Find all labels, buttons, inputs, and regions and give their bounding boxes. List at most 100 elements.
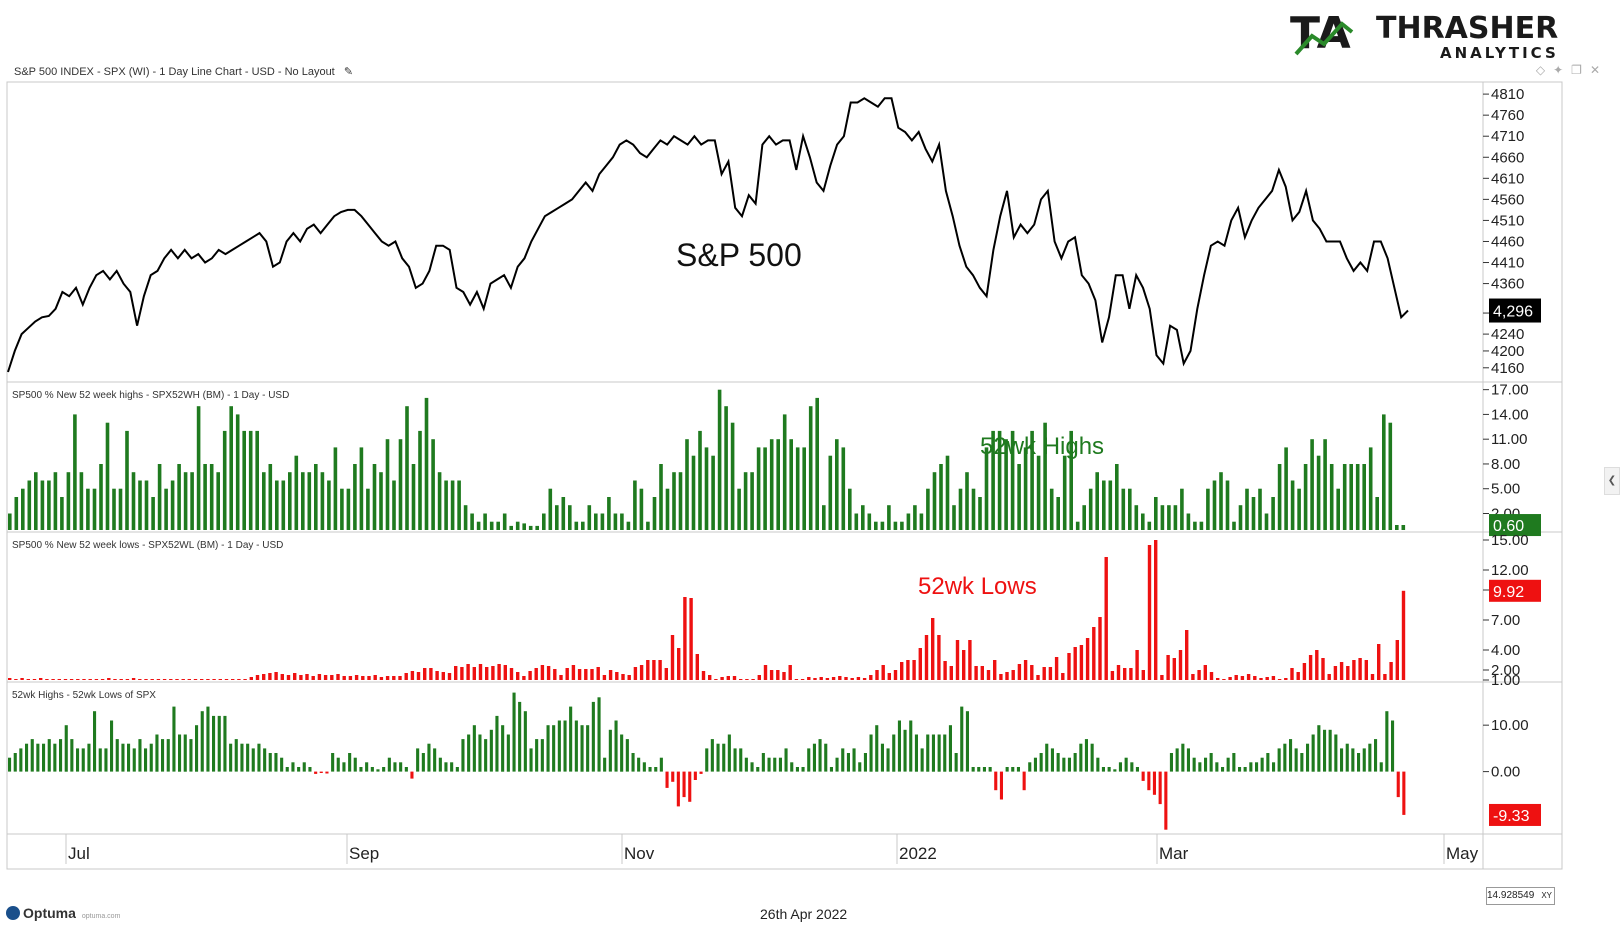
bar <box>1075 521 1080 530</box>
bar <box>1232 521 1236 530</box>
crosshair-value-box[interactable]: 14.928549 XY <box>1486 887 1555 905</box>
bar <box>1033 757 1037 772</box>
bar <box>1011 767 1015 772</box>
bar <box>750 762 754 772</box>
bar <box>323 675 328 680</box>
bar <box>1192 757 1196 772</box>
duplicate-icon[interactable]: ❐ <box>1571 63 1590 77</box>
bar <box>646 521 650 530</box>
bar <box>281 480 286 530</box>
bar <box>1030 665 1034 680</box>
bar <box>553 669 557 680</box>
bar <box>1266 753 1270 772</box>
bar <box>435 671 439 680</box>
logo-brand-sub: ANALYTICS <box>1440 44 1559 62</box>
bar <box>615 672 619 680</box>
bar <box>756 767 760 772</box>
bar <box>1204 757 1208 772</box>
bar <box>745 679 749 680</box>
bar <box>1362 748 1366 772</box>
bar <box>1164 771 1168 830</box>
indicator-tick-label: 7.00 <box>1491 612 1520 629</box>
bar <box>665 488 670 530</box>
month-label: 2022 <box>899 844 937 863</box>
bar <box>125 430 129 530</box>
bar <box>540 739 544 772</box>
bar <box>361 676 365 680</box>
bar <box>255 430 259 530</box>
bar <box>841 748 845 772</box>
bar <box>291 762 295 772</box>
bar <box>288 472 292 530</box>
bar <box>769 670 774 680</box>
diamond-icon[interactable]: ◇ <box>1535 63 1554 77</box>
bar <box>187 679 191 680</box>
bar <box>1225 480 1230 530</box>
last-value-badge <box>1489 514 1541 537</box>
bar <box>1345 743 1349 772</box>
bar <box>410 771 414 779</box>
bar <box>82 679 86 680</box>
bar <box>522 523 526 530</box>
bar <box>801 767 805 772</box>
bar <box>602 675 607 680</box>
bar <box>418 430 422 530</box>
bar <box>1049 488 1054 530</box>
bar <box>424 397 429 530</box>
bar <box>875 725 879 772</box>
bar <box>460 667 464 680</box>
bar <box>881 665 885 680</box>
bar <box>1197 670 1201 680</box>
bar <box>1135 650 1139 680</box>
bar <box>955 640 960 680</box>
last-value-badge <box>1489 579 1541 602</box>
bar <box>1036 675 1040 680</box>
edit-pencil-icon[interactable]: ✎ <box>343 66 354 78</box>
bar <box>577 669 582 680</box>
bar <box>682 771 686 798</box>
bar <box>808 406 813 530</box>
panel-title: 52wk Highs - 52wk Lows of SPX <box>12 690 156 701</box>
bar <box>642 762 646 772</box>
bar <box>40 480 45 530</box>
price-tick-label: 4460 <box>1491 233 1524 250</box>
bar <box>212 715 216 772</box>
indicator-tick-label: 10.00 <box>1491 717 1529 734</box>
bar <box>535 525 539 530</box>
bar <box>620 513 624 530</box>
close-icon[interactable]: ✕ <box>1589 63 1608 77</box>
bar <box>242 430 246 530</box>
bar <box>790 762 794 772</box>
bar <box>1238 767 1242 772</box>
bar <box>1311 734 1315 772</box>
bar <box>587 505 592 530</box>
bar <box>53 743 57 772</box>
bar <box>427 743 431 772</box>
bar <box>385 676 390 680</box>
bar <box>1116 665 1121 680</box>
bar <box>869 734 873 772</box>
bar <box>828 455 833 530</box>
collapse-arrow-icon[interactable]: ❮ <box>1604 467 1620 495</box>
last-value-label: 0.60 <box>1493 518 1524 535</box>
bar <box>594 513 598 530</box>
bar <box>1385 711 1389 772</box>
bar <box>756 447 761 530</box>
pin-icon[interactable]: ✦ <box>1553 63 1572 77</box>
bar <box>763 447 767 530</box>
bar <box>717 389 722 530</box>
bar <box>354 675 359 680</box>
optuma-logo-icon <box>6 906 20 920</box>
bar <box>317 674 322 680</box>
bar <box>1152 771 1156 795</box>
bar <box>60 497 64 530</box>
bar <box>962 650 966 680</box>
bar <box>757 675 761 680</box>
bar <box>1251 497 1256 530</box>
bar <box>926 488 930 530</box>
bar <box>529 748 533 772</box>
bar <box>255 675 260 680</box>
bar <box>144 480 149 530</box>
bar <box>597 697 601 772</box>
